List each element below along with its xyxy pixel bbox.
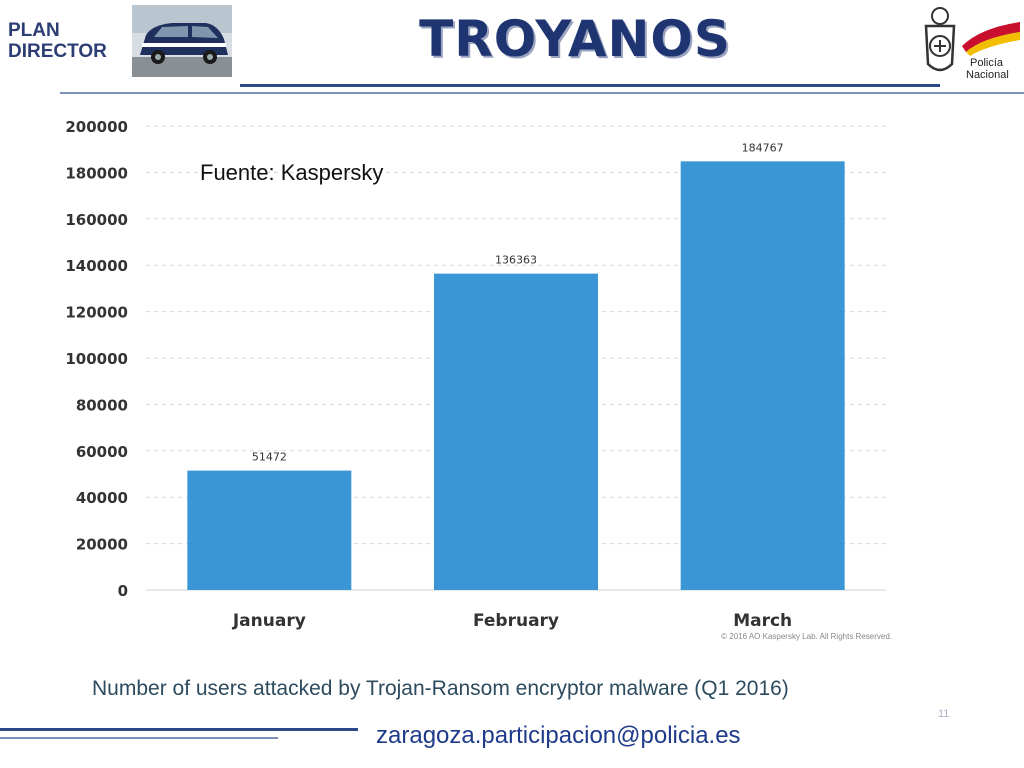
police-car-photo: [132, 5, 232, 77]
y-tick-label: 40000: [76, 489, 128, 507]
page-number: 11: [938, 708, 950, 720]
x-category-label: January: [232, 611, 306, 631]
slide-title: TROYANOS: [419, 10, 731, 68]
data-label: 184767: [742, 141, 784, 154]
chart-copyright: © 2016 AO Kaspersky Lab. All Rights Rese…: [721, 632, 892, 641]
y-tick-label: 80000: [76, 396, 128, 414]
bar-march: [680, 161, 845, 590]
contact-email: zaragoza.participacion@policia.es: [376, 722, 741, 749]
logo-text-line1: Policía: [970, 57, 1004, 69]
bar-february: [434, 273, 598, 590]
police-shield-icon: Policía Nacional: [924, 7, 1020, 81]
y-tick-label: 0: [118, 582, 128, 600]
y-tick-label: 180000: [65, 164, 128, 182]
plan-label-line1: PLAN: [8, 20, 60, 41]
y-tick-label: 120000: [65, 304, 128, 322]
source-note: Fuente: Kaspersky: [200, 160, 384, 185]
footer-divider: [0, 728, 358, 731]
footer-divider-lower: [0, 737, 278, 739]
chart-caption: Number of users attacked by Trojan-Ranso…: [92, 677, 789, 700]
y-tick-label: 140000: [65, 257, 128, 275]
y-tick-label: 160000: [65, 211, 128, 229]
data-label: 51472: [252, 451, 287, 464]
x-category-label: March: [733, 611, 792, 631]
data-label: 136363: [495, 254, 537, 267]
policia-nacional-logo: Policía Nacional: [916, 6, 1022, 81]
header-divider: [240, 84, 940, 87]
plan-director-label: PLAN DIRECTOR: [8, 20, 107, 62]
x-category-label: February: [473, 611, 559, 631]
plan-label-line2: DIRECTOR: [8, 41, 107, 62]
header-divider-lower: [60, 92, 1024, 94]
bar-chart: 0 20000 40000 60000 80000 100000 120000 140000 1…: [65, 118, 892, 641]
y-tick-label: 200000: [65, 118, 128, 136]
bar-january: [187, 470, 352, 590]
y-tick-label: 60000: [76, 443, 128, 461]
logo-text-line2: Nacional: [966, 69, 1009, 80]
y-tick-label: 100000: [65, 350, 128, 368]
y-tick-label: 20000: [76, 536, 128, 554]
